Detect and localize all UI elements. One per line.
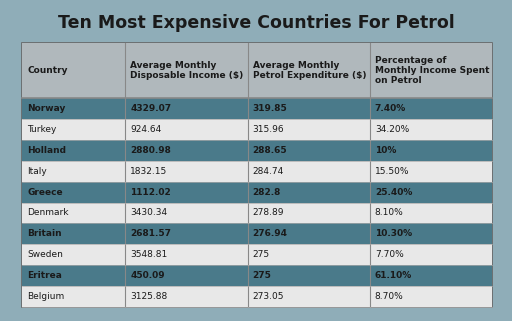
Text: Average Monthly
Petrol Expenditure ($): Average Monthly Petrol Expenditure ($)	[252, 61, 366, 80]
Text: 10.30%: 10.30%	[375, 229, 412, 239]
Bar	[22, 182, 492, 203]
Text: 450.09: 450.09	[131, 271, 165, 280]
Text: Country: Country	[27, 66, 68, 75]
Bar	[22, 43, 492, 307]
Text: Sweden: Sweden	[27, 250, 63, 259]
Text: Norway: Norway	[27, 104, 66, 113]
Bar	[22, 286, 492, 307]
Text: 4329.07: 4329.07	[131, 104, 172, 113]
Text: Italy: Italy	[27, 167, 47, 176]
Text: 1112.02: 1112.02	[131, 187, 171, 196]
Text: 3430.34: 3430.34	[131, 208, 167, 217]
Text: 288.65: 288.65	[252, 146, 287, 155]
Text: 61.10%: 61.10%	[375, 271, 412, 280]
Bar	[22, 43, 492, 98]
Text: Greece: Greece	[27, 187, 62, 196]
Text: 3548.81: 3548.81	[131, 250, 167, 259]
Bar	[22, 98, 492, 119]
Text: 2681.57: 2681.57	[131, 229, 172, 239]
Text: 34.20%: 34.20%	[375, 125, 409, 134]
Text: 15.50%: 15.50%	[375, 167, 409, 176]
Bar	[22, 223, 492, 244]
Text: Holland: Holland	[27, 146, 66, 155]
Text: 315.96: 315.96	[252, 125, 284, 134]
Text: 275: 275	[252, 271, 271, 280]
Text: 282.8: 282.8	[252, 187, 281, 196]
Text: Belgium: Belgium	[27, 292, 64, 301]
Bar	[22, 203, 492, 223]
Bar	[22, 140, 492, 161]
Text: 924.64: 924.64	[131, 125, 162, 134]
Bar	[22, 244, 492, 265]
Text: 319.85: 319.85	[252, 104, 287, 113]
Text: 8.10%: 8.10%	[375, 208, 403, 217]
Text: 25.40%: 25.40%	[375, 187, 412, 196]
Text: 276.94: 276.94	[252, 229, 288, 239]
Text: Eritrea: Eritrea	[27, 271, 62, 280]
Text: 273.05: 273.05	[252, 292, 284, 301]
Bar	[22, 119, 492, 140]
Text: 7.70%: 7.70%	[375, 250, 403, 259]
Text: Average Monthly
Disposable Income ($): Average Monthly Disposable Income ($)	[131, 61, 244, 80]
Text: 2880.98: 2880.98	[131, 146, 172, 155]
Text: Percentage of
Monthly Income Spent
on Petrol: Percentage of Monthly Income Spent on Pe…	[375, 56, 489, 85]
Text: 284.74: 284.74	[252, 167, 284, 176]
Text: 8.70%: 8.70%	[375, 292, 403, 301]
Text: Britain: Britain	[27, 229, 61, 239]
Text: 7.40%: 7.40%	[375, 104, 406, 113]
Text: 1832.15: 1832.15	[131, 167, 167, 176]
Text: 278.89: 278.89	[252, 208, 284, 217]
Text: 10%: 10%	[375, 146, 396, 155]
Text: Turkey: Turkey	[27, 125, 56, 134]
Text: 275: 275	[252, 250, 270, 259]
Bar	[22, 265, 492, 286]
Bar	[22, 161, 492, 182]
Text: 3125.88: 3125.88	[131, 292, 167, 301]
Text: Ten Most Expensive Countries For Petrol: Ten Most Expensive Countries For Petrol	[58, 14, 454, 32]
Text: Denmark: Denmark	[27, 208, 69, 217]
